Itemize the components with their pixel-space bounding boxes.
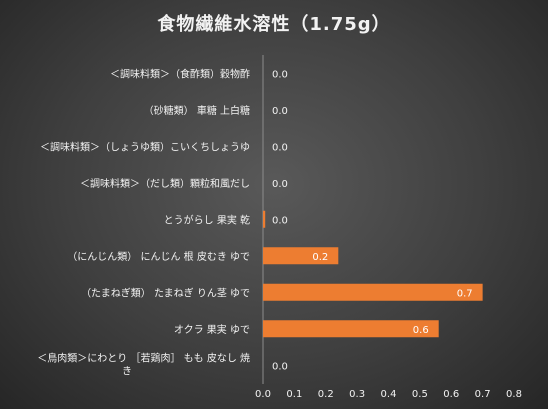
x-tick-label: 0.0 [255,389,271,400]
x-tick-label: 0.2 [318,389,334,400]
bar [263,320,439,338]
data-label: 0.7 [457,288,473,299]
data-label: 0.0 [272,142,288,153]
data-label: 0.0 [272,106,288,117]
data-label: 0.6 [413,325,429,336]
category-label: （たまねぎ類） たまねぎ りん茎 ゆで [81,286,250,299]
category-label: オクラ 果実 ゆで [174,323,250,336]
data-label: 0.0 [272,361,288,372]
x-tick-label: 0.6 [443,389,459,400]
category-label: （砂糖類） 車糖 上白糖 [144,104,250,117]
x-tick-label: 0.5 [412,389,428,400]
data-label: 0.0 [272,69,288,80]
category-label: （にんじん類） にんじん 根 皮むき ゆで [67,250,250,263]
category-label: ＜調味料類＞（食酢類）穀物酢 [110,67,250,80]
x-tick-label: 0.7 [475,389,491,400]
data-label: 0.2 [312,252,328,263]
category-label: ＜調味料類＞（だし類）顆粒和風だし [80,177,250,190]
x-tick-label: 0.1 [286,389,302,400]
x-tick-label: 0.3 [349,389,365,400]
data-label: 0.0 [272,179,288,190]
category-label: ＜調味料類＞（しょうゆ類）こいくちしょうゆ [40,140,250,153]
bar [263,283,483,301]
x-tick-label: 0.4 [381,389,397,400]
data-label: 0.0 [272,215,288,226]
bar [263,247,339,265]
x-tick-label: 0.8 [506,389,522,400]
chart-title: 食物繊維水溶性（1.75g） [157,14,391,35]
category-label: とうがらし 果実 乾 [164,213,250,226]
bar [263,210,266,228]
category-label: ＜鳥肉類＞にわとり ［若鶏肉］ もも 皮なし 焼き [37,351,250,377]
